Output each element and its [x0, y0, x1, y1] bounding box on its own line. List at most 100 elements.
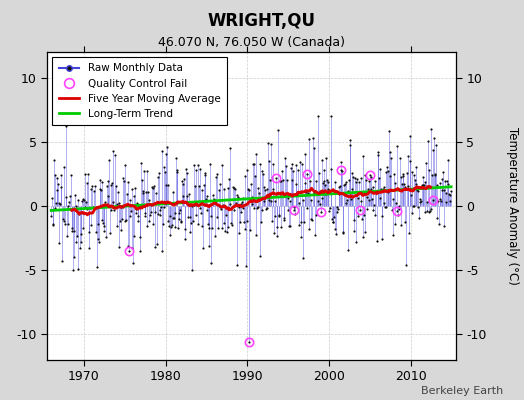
Point — [208, 225, 216, 232]
Point — [283, 177, 291, 183]
Point — [315, 201, 324, 207]
Point — [416, 198, 424, 205]
Point — [210, 196, 219, 202]
Point — [280, 217, 288, 223]
Point — [364, 186, 372, 192]
Point — [325, 205, 334, 212]
Point — [212, 173, 220, 180]
Point — [215, 203, 224, 210]
Point — [138, 176, 146, 183]
Point — [185, 214, 194, 220]
Point — [150, 209, 159, 215]
Point — [104, 193, 112, 199]
Point — [100, 223, 108, 229]
Point — [217, 162, 226, 168]
Point — [303, 204, 312, 211]
Point — [155, 207, 163, 214]
Point — [234, 194, 242, 201]
Point — [317, 209, 325, 216]
Point — [79, 225, 88, 231]
Point — [436, 196, 444, 202]
Point — [112, 183, 120, 190]
Point — [298, 196, 307, 203]
Point — [209, 198, 217, 204]
Point — [180, 176, 188, 182]
Point — [242, 263, 250, 269]
Point — [99, 220, 107, 226]
Point — [118, 216, 126, 222]
Point — [343, 197, 351, 204]
Point — [202, 196, 210, 202]
Point — [436, 198, 445, 204]
Point — [98, 217, 106, 224]
Point — [174, 225, 182, 231]
Point — [379, 186, 387, 192]
Point — [411, 181, 420, 187]
Point — [84, 229, 93, 235]
Point — [181, 236, 190, 242]
Point — [372, 190, 380, 196]
Point — [195, 166, 204, 172]
Point — [103, 183, 111, 190]
Point — [83, 179, 92, 186]
Point — [77, 230, 85, 237]
Point — [393, 143, 401, 149]
Point — [340, 182, 348, 189]
Point — [318, 195, 326, 202]
Point — [375, 195, 384, 201]
Point — [350, 228, 358, 234]
Point — [227, 220, 235, 226]
Point — [70, 228, 79, 234]
Point — [288, 161, 297, 167]
Point — [247, 194, 256, 200]
Point — [123, 191, 131, 198]
Point — [300, 151, 309, 158]
Point — [127, 208, 135, 214]
Point — [186, 229, 194, 236]
Point — [284, 195, 292, 201]
Point — [245, 187, 254, 193]
Point — [240, 219, 248, 225]
Point — [154, 210, 162, 217]
Point — [279, 176, 287, 183]
Point — [372, 212, 380, 218]
Point — [263, 204, 271, 211]
Point — [198, 186, 206, 193]
Point — [442, 190, 451, 196]
Point — [232, 262, 241, 268]
Point — [319, 180, 327, 186]
Point — [270, 198, 279, 204]
Point — [232, 200, 240, 207]
Point — [259, 171, 267, 178]
Point — [363, 193, 371, 200]
Point — [399, 171, 407, 177]
Point — [168, 189, 177, 195]
Point — [114, 188, 122, 195]
Point — [63, 232, 71, 239]
Point — [78, 198, 86, 204]
Point — [310, 145, 319, 152]
Point — [388, 207, 396, 213]
Point — [234, 204, 243, 210]
Point — [383, 163, 391, 170]
Point — [299, 255, 308, 262]
Point — [377, 236, 386, 242]
Point — [72, 203, 81, 209]
Point — [398, 181, 406, 188]
Point — [246, 227, 254, 234]
Point — [141, 210, 149, 216]
Point — [244, 186, 252, 192]
Point — [309, 135, 317, 142]
Point — [85, 245, 94, 251]
Point — [150, 183, 158, 189]
Point — [326, 113, 335, 119]
Point — [387, 155, 395, 161]
Point — [423, 208, 431, 214]
Point — [174, 216, 183, 222]
Point — [440, 222, 448, 229]
Point — [81, 204, 90, 210]
Point — [278, 167, 286, 174]
Point — [239, 195, 247, 201]
Point — [295, 199, 303, 206]
Point — [68, 224, 76, 231]
